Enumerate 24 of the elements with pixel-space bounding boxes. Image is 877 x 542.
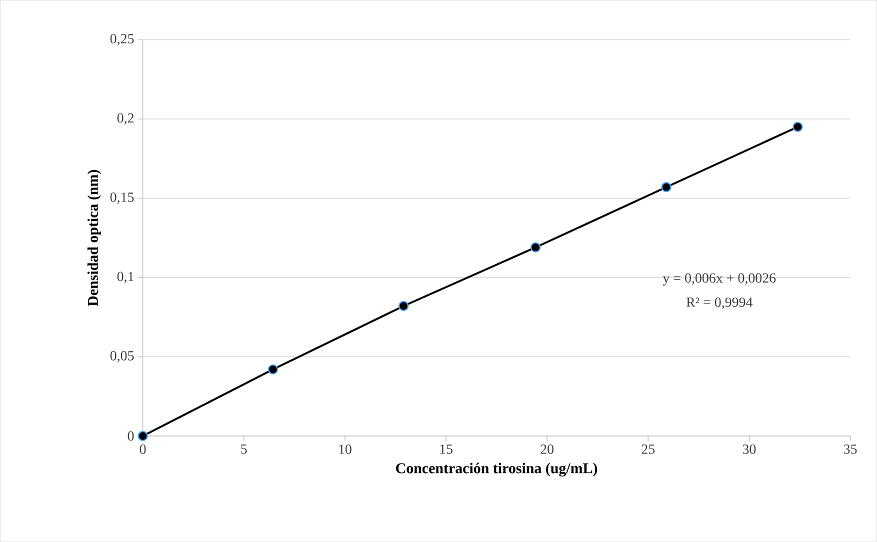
annotation: y = 0,006x + 0,0026 bbox=[662, 273, 776, 286]
x-tick-label: 30 bbox=[742, 444, 756, 454]
y-tick-label: 0 bbox=[128, 431, 134, 441]
x-axis-title: Concentración tirosina (ug/mL) bbox=[396, 462, 598, 477]
x-tick-label: 5 bbox=[241, 444, 247, 454]
annotation: R² = 0,9994 bbox=[686, 298, 753, 310]
y-tick-label: 0,1 bbox=[117, 272, 134, 284]
y-tick-label: 0,15 bbox=[110, 192, 134, 204]
y-tick-label: 0,2 bbox=[117, 113, 134, 125]
point bbox=[398, 301, 409, 312]
x-tick-label: 35 bbox=[844, 444, 857, 454]
point bbox=[268, 364, 278, 375]
point bbox=[138, 431, 148, 442]
x-tick-label: 15 bbox=[440, 444, 452, 454]
x-tick-label: 20 bbox=[540, 444, 554, 454]
x-tick-label: 0 bbox=[140, 444, 146, 454]
y-axis-title: Densidad optica (nm) bbox=[87, 170, 102, 306]
point bbox=[792, 122, 803, 132]
point bbox=[530, 242, 541, 253]
x-tick-label: 10 bbox=[339, 444, 352, 454]
x-tick-label: 25 bbox=[642, 444, 655, 454]
point bbox=[661, 182, 672, 192]
y-tick-label: 0,05 bbox=[110, 351, 134, 363]
y-tick-label: 0,25 bbox=[110, 34, 134, 46]
